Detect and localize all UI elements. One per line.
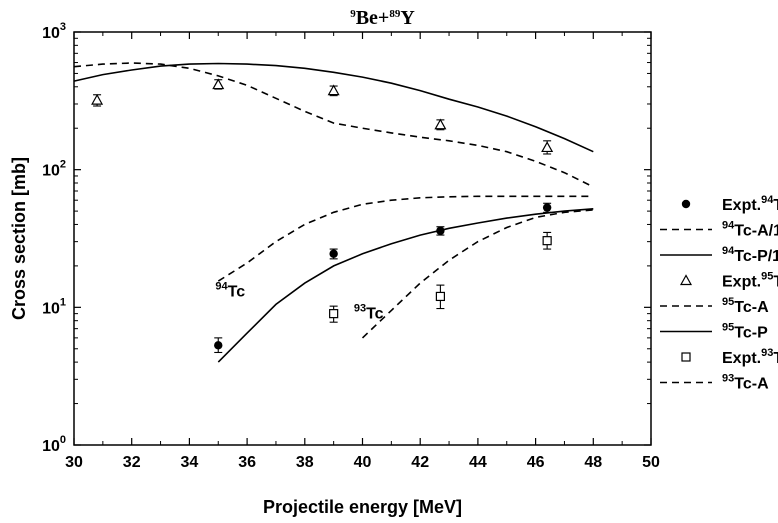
data-point-expt-95tc xyxy=(91,93,104,105)
x-tick-label: 44 xyxy=(469,454,487,471)
legend-entry-expt-95tc: Expt.95Tc xyxy=(679,271,778,291)
data-point-expt-95tc xyxy=(541,141,554,153)
legend-label: 93Tc-A xyxy=(722,373,769,393)
plot-area-frame xyxy=(73,31,652,446)
x-axis-title: Projectile energy [MeV] xyxy=(263,497,462,517)
y-tick-label: 102 xyxy=(42,159,66,180)
legend-entry-94tc-p-10: 94Tc-P/10 xyxy=(660,245,778,265)
legend-entry-95tc-p: 95Tc-P xyxy=(660,322,768,342)
legend-label: Expt.95Tc xyxy=(722,271,778,291)
data-point-expt-93tc xyxy=(435,291,445,302)
x-tick-label: 46 xyxy=(527,454,545,471)
curve-annotation-93tc: 93Tc xyxy=(354,302,384,322)
y-tick-label: 101 xyxy=(42,296,66,317)
x-tick-label: 32 xyxy=(123,454,141,471)
legend-marker-swatch xyxy=(681,199,691,209)
chart-title: 9Be+89Y xyxy=(350,7,415,29)
legend-entry-expt-94tc-10: Expt.94Tc/10 xyxy=(681,194,778,214)
x-tick-label: 48 xyxy=(584,454,602,471)
legend-entry-95tc-a: 95Tc-A xyxy=(660,296,769,316)
x-tick-label: 38 xyxy=(296,454,314,471)
legend-label: 95Tc-P xyxy=(722,322,768,342)
series-line-95tc-a xyxy=(73,62,594,188)
legend-marker-swatch xyxy=(681,352,691,362)
x-tick-label: 36 xyxy=(238,454,256,471)
legend-label: 94Tc-P/10 xyxy=(722,245,778,265)
series-line-94tc-a-10 xyxy=(217,195,594,282)
data-point-expt-93tc xyxy=(329,309,339,319)
curve-annotation-94tc: 94Tc xyxy=(215,280,245,300)
x-tick-label: 34 xyxy=(181,454,199,471)
data-point-expt-94tc-10 xyxy=(436,226,445,235)
y-axis-title: Cross section [mb] xyxy=(9,157,29,320)
y-tick-label: 103 xyxy=(42,21,66,42)
data-point-expt-95tc xyxy=(327,84,340,96)
legend-entry-expt-93tc: Expt.93Tc xyxy=(681,347,778,367)
legend-entry-93tc-a: 93Tc-A xyxy=(660,373,769,393)
legend-label: 94Tc-A/10 xyxy=(722,220,778,240)
x-tick-label: 50 xyxy=(642,454,660,471)
data-point-expt-93tc xyxy=(542,236,552,246)
data-point-expt-95tc xyxy=(434,118,447,130)
data-point-expt-94tc-10 xyxy=(214,341,223,350)
x-tick-label: 42 xyxy=(411,454,429,471)
legend-marker-swatch xyxy=(679,274,693,286)
legend-label: Expt.93Tc xyxy=(722,347,778,367)
series-line-93tc-a xyxy=(361,209,594,339)
data-point-expt-94tc-10 xyxy=(329,249,338,258)
x-tick-label: 40 xyxy=(354,454,372,471)
legend-label: 95Tc-A xyxy=(722,296,769,316)
x-tick-label: 30 xyxy=(65,454,83,471)
y-tick-label: 100 xyxy=(42,434,66,455)
series-line-95tc-p xyxy=(73,62,594,153)
data-point-expt-94tc-10 xyxy=(542,203,552,212)
data-point-expt-95tc xyxy=(212,78,225,90)
series-line-94tc-p-10 xyxy=(217,208,594,363)
legend-entry-94tc-a-10: 94Tc-A/10 xyxy=(660,220,778,240)
legend-label: Expt.94Tc/10 xyxy=(722,194,778,214)
